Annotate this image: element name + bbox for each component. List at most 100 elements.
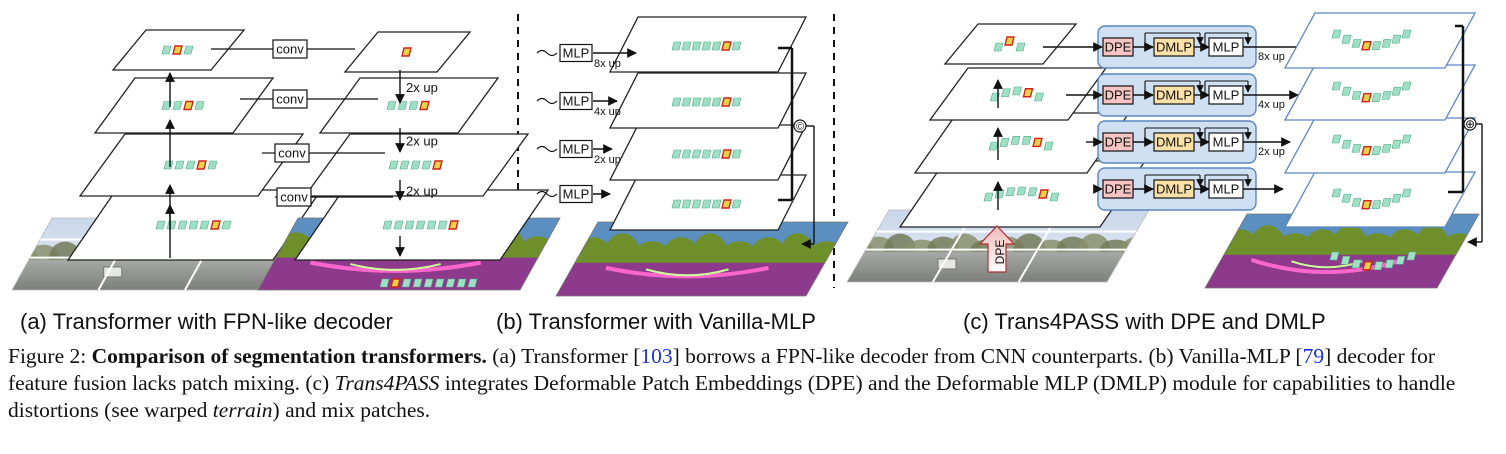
b-plane-patch-3-4: [711, 41, 722, 51]
c-decoder-patch-2-2: [1351, 91, 1362, 100]
a-output-patch-0: [379, 278, 390, 288]
caption-prefix: Figure 2:: [8, 344, 92, 368]
a-decoder-patch-3-5: [437, 220, 448, 230]
c-encoder-patch-3-5: [1038, 189, 1049, 199]
a-encoder-patch-0-1: [172, 45, 183, 55]
c-output-patch-0: [1329, 251, 1340, 261]
a-conv-3-text: conv: [280, 189, 308, 204]
c-decoder-patch-3-5: [1381, 39, 1392, 48]
c-up-label-0: 8x up: [1258, 51, 1285, 63]
a-conv-0-text: conv: [276, 41, 304, 56]
c-input-photo-road: [847, 251, 1124, 282]
a-encoder-patch-3-2: [177, 220, 188, 230]
panel-a-fpn: conv conv conv conv 2x up 2x up 2x up: [11, 29, 561, 291]
b-output-segmap: [555, 221, 849, 297]
a-output-segmap-terrain: [310, 260, 482, 273]
c-output-segmap-veg-6: [1359, 233, 1396, 262]
caption-ref-103[interactable]: 103: [640, 344, 673, 368]
b-plane-patch-1-0: [671, 149, 682, 159]
a-decoder-patch-2-4: [432, 160, 443, 170]
caption-text-4: integrates Deformable Patch Embeddings (…: [8, 371, 1456, 422]
c-output-patch-5: [1384, 259, 1395, 269]
c-decoder-plane-0: [1283, 171, 1477, 228]
c-decoder-patch-3-0: [1331, 29, 1342, 39]
b-plane-patch-3-0: [671, 41, 682, 51]
b-concat-symbol: ©: [796, 121, 804, 133]
c-encoder-patch-3-6: [1049, 192, 1060, 202]
c-encoder-patch-1-3: [1022, 88, 1034, 98]
figure-caption: Figure 2: Comparison of segmentation tra…: [8, 343, 1500, 424]
a-decoder-patch-2-1: [399, 160, 410, 170]
a-encoder-patch-1-1: [172, 101, 183, 110]
c-output-patch-7: [1406, 251, 1417, 261]
c-encoder-patch-2-2: [1010, 135, 1021, 145]
c-dmlp-0-text: DMLP: [1156, 39, 1192, 54]
c-encoder-patch-2-4: [1032, 137, 1043, 148]
a-decoder-patch-2-0: [388, 160, 399, 170]
a-up-label-1: 2x up: [406, 133, 438, 148]
caption-ref-79[interactable]: 79: [1302, 344, 1325, 368]
b-plane-patch-2-5: [721, 97, 732, 107]
a-encoder-patch-1-3: [194, 101, 205, 110]
figure-diagram: conv conv conv conv 2x up 2x up 2x up MLP 8x up…: [11, 12, 1483, 334]
c-decoder-patch-3-4: [1371, 41, 1382, 50]
c-decoder-patch-1-4: [1371, 146, 1382, 155]
c-decoder-patch-1-7: [1401, 134, 1412, 144]
c-decoder-plane-3: [1283, 12, 1477, 69]
caption-text-3: ] decoder for feature fusion lacks patch…: [8, 344, 1436, 395]
a-encoder-patch-2-1: [174, 160, 185, 170]
c-decoder-patch-1-3: [1361, 145, 1372, 156]
caption-text-2: ] borrows a FPN-like decoder from CNN co…: [672, 344, 1303, 368]
c-decoder-plane-2: [1283, 64, 1477, 121]
a-decoder-patch-1-3: [419, 100, 430, 111]
b-plane-patch-1-3: [701, 149, 712, 159]
a-output-patch-3: [412, 278, 423, 288]
b-output-segmap-terrain: [605, 265, 769, 279]
c-decoder-patch-3-6: [1391, 34, 1402, 44]
b-mlp-1-text: MLP: [563, 93, 590, 108]
a-encoder-patch-3-4: [199, 220, 210, 230]
c-dpe-arrow: [978, 225, 1016, 273]
b-up-label-2: 2x up: [594, 154, 621, 166]
c-dpe-3-text: DPE: [1105, 181, 1132, 196]
c-mlp-0-text: MLP: [1213, 39, 1240, 54]
c-encoder-patch-0-2: [1015, 42, 1026, 52]
c-output-patch-1: [1340, 256, 1351, 265]
a-output-patch-2: [401, 278, 412, 288]
a-decoder-patch-1-2: [408, 101, 419, 110]
b-plane-patch-3-6: [731, 41, 742, 51]
c-encoder-patch-2-1: [999, 138, 1010, 147]
subcaption-b: (b) Transformer with Vanilla-MLP: [496, 309, 816, 334]
panel-b-vanilla-mlp: MLP 8x up MLP 4x up MLP 2x up MLP ©: [536, 16, 849, 297]
caption-text-1: (a) Transformer [: [486, 344, 641, 368]
b-mlp-1-box: [559, 91, 593, 111]
a-output-patch-5: [434, 278, 445, 288]
b-up-label-0: 8x up: [594, 58, 621, 70]
caption-italic-terrain: terrain: [212, 398, 273, 422]
b-plane-patch-1-5: [721, 149, 732, 159]
a-encoder-patch-3-5: [210, 220, 221, 230]
a-encoder-patch-2-4: [207, 160, 218, 170]
b-output-segmap-veg-3: [633, 241, 670, 270]
a-decoder-patch-2-2: [410, 160, 421, 170]
c-mlp-2-text: MLP: [1213, 134, 1240, 149]
b-output-segmap-sidewalk: [645, 268, 729, 277]
c-decoder-patch-0-6: [1391, 193, 1402, 203]
b-mlp-3-box: [559, 184, 593, 204]
b-mlp-2-text: MLP: [563, 141, 590, 156]
a-output-patch-7: [456, 278, 467, 288]
b-plane-patch-0-4: [711, 199, 722, 209]
c-encoder-patch-2-3: [1021, 135, 1032, 145]
b-plane-patch-1-6: [731, 149, 742, 159]
c-decoder-patch-1-0: [1331, 134, 1342, 144]
c-decoder-patch-2-1: [1341, 86, 1352, 96]
c-decoder-patch-2-0: [1331, 81, 1342, 91]
c-decoder-patch-3-3: [1361, 40, 1372, 51]
c-output-segmap-terrain: [1250, 257, 1403, 275]
a-up-label-2: 2x up: [406, 183, 438, 198]
b-plane-patch-2-4: [711, 97, 722, 107]
b-plane-patch-3-1: [681, 41, 692, 51]
a-conv-2-text: conv: [278, 145, 306, 160]
c-decoder-patch-2-4: [1371, 93, 1382, 102]
c-dpe-arrow-label: DPE: [993, 240, 1007, 265]
